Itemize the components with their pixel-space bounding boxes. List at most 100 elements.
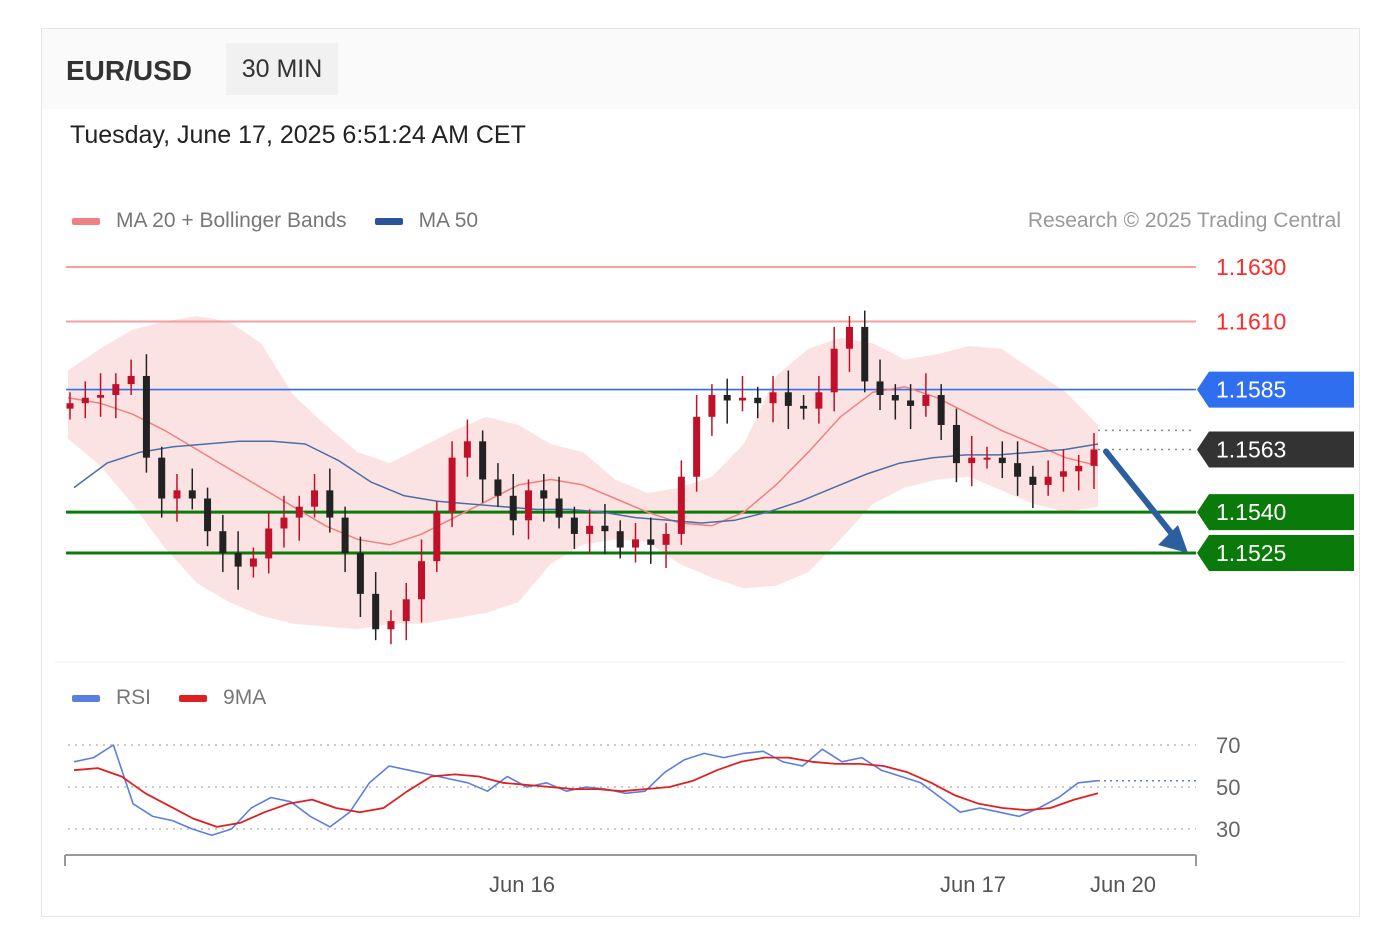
level-tag-1-1563-bg xyxy=(1197,431,1354,468)
symbol-title: EUR/USD xyxy=(66,55,193,86)
candle-body xyxy=(402,599,410,622)
candle-body xyxy=(555,498,563,518)
candle-body xyxy=(127,375,135,385)
level-tag-1-1563: 1.1563 xyxy=(1216,436,1286,462)
candle-body xyxy=(754,397,762,404)
candle-body xyxy=(937,395,945,425)
candle-body xyxy=(326,490,334,518)
candle-body xyxy=(234,553,242,567)
candle-body xyxy=(525,490,533,521)
candle-body xyxy=(479,441,487,480)
candle-body xyxy=(494,479,502,496)
level-tag-1-1540: 1.1540 xyxy=(1216,499,1286,525)
legend-swatch-9ma xyxy=(179,694,208,702)
legend-label-ma50: MA 50 xyxy=(418,209,479,232)
timestamp: Tuesday, June 17, 2025 6:51:24 AM CET xyxy=(70,121,526,149)
candle-body xyxy=(968,457,976,464)
candle-body xyxy=(265,528,273,559)
candle-body xyxy=(907,400,915,406)
candle-body xyxy=(723,395,731,401)
candle-body xyxy=(341,517,349,553)
level-tag-1-1610: 1.1610 xyxy=(1216,308,1286,334)
candle-body xyxy=(677,476,685,534)
legend-item-ma50: MA 50 xyxy=(374,209,479,233)
x-tick-label: Jun 20 xyxy=(1090,872,1156,897)
candle-body xyxy=(540,490,548,499)
candle-body xyxy=(66,403,74,409)
candle-body xyxy=(112,384,120,396)
candle-body xyxy=(738,397,746,401)
candle-body xyxy=(983,457,991,460)
candle-body xyxy=(830,348,838,393)
candle-body xyxy=(463,441,471,458)
candle-body xyxy=(1090,449,1098,466)
candle-body xyxy=(387,621,395,630)
candle-body xyxy=(280,517,288,529)
level-tag-1-1630: 1.1630 xyxy=(1216,254,1286,280)
candle-body xyxy=(173,490,181,499)
candle-body xyxy=(891,395,899,401)
candle-body xyxy=(815,392,823,409)
ma50-line xyxy=(73,440,1099,524)
candle-body xyxy=(448,457,456,513)
x-tick-label: Jun 16 xyxy=(489,872,555,897)
legend-swatch-ma20 xyxy=(72,217,100,225)
rsi-tick-50: 50 xyxy=(1216,775,1240,800)
candle-body xyxy=(1044,476,1052,485)
candle-body xyxy=(631,539,639,548)
legend-label-9ma: 9MA xyxy=(223,686,267,709)
candle-body xyxy=(662,533,670,545)
candle-body xyxy=(249,558,257,567)
candle-body xyxy=(509,495,517,521)
candle-body xyxy=(800,405,808,409)
forecast-arrow-head xyxy=(1158,525,1188,553)
candle-body xyxy=(97,395,105,398)
candle-body xyxy=(1014,463,1022,477)
legend-item-9ma: 9MA xyxy=(179,686,266,710)
x-tick-label: Jun 17 xyxy=(940,872,1006,897)
candle-body xyxy=(570,517,578,534)
candle-body xyxy=(601,525,609,532)
candle-body xyxy=(1059,471,1067,477)
rsi-tick-30: 30 xyxy=(1216,817,1240,842)
rsi-line xyxy=(73,744,1099,837)
legend-label-rsi: RSI xyxy=(116,686,152,709)
candle-body xyxy=(784,392,792,406)
level-tag-1-1540-bg xyxy=(1197,494,1354,531)
candle-body xyxy=(616,531,624,548)
research-credit: Research © 2025 Trading Central xyxy=(1027,209,1341,232)
candle-body xyxy=(861,326,869,382)
candle-body xyxy=(647,539,655,545)
candle-body xyxy=(769,392,777,404)
rsi-9ma-line xyxy=(73,756,1099,828)
candle-body xyxy=(1029,476,1037,485)
legend-item-ma20: MA 20 + Bollinger Bands xyxy=(72,209,347,233)
candle-body xyxy=(356,553,364,594)
candle-body xyxy=(693,416,701,477)
candle-body xyxy=(372,593,380,630)
candle-body xyxy=(1075,465,1083,472)
candle-body xyxy=(998,457,1006,464)
candle-body xyxy=(142,375,150,458)
candle-body xyxy=(952,424,960,464)
rsi-tick-70: 70 xyxy=(1216,733,1240,758)
candle-body xyxy=(922,395,930,406)
candle-body xyxy=(433,512,441,562)
timeframe-badge[interactable]: 30 MIN xyxy=(226,43,338,95)
candle-body xyxy=(876,381,884,396)
level-tag-1-1525: 1.1525 xyxy=(1216,540,1286,566)
level-tag-1-1585-bg xyxy=(1197,371,1354,408)
level-tag-1-1525-bg xyxy=(1197,535,1354,571)
candle-body xyxy=(586,525,594,534)
price-legend: MA 20 + Bollinger Bands MA 50 xyxy=(72,209,506,233)
candle-body xyxy=(311,490,319,507)
rsi-legend: RSI 9MA xyxy=(72,686,294,710)
candle-body xyxy=(418,561,426,600)
candle-body xyxy=(845,326,853,349)
candle-body xyxy=(295,506,303,518)
legend-item-rsi: RSI xyxy=(72,686,151,710)
candle-body xyxy=(204,498,212,532)
candle-body xyxy=(219,531,227,553)
bollinger-band-area xyxy=(68,316,1098,630)
